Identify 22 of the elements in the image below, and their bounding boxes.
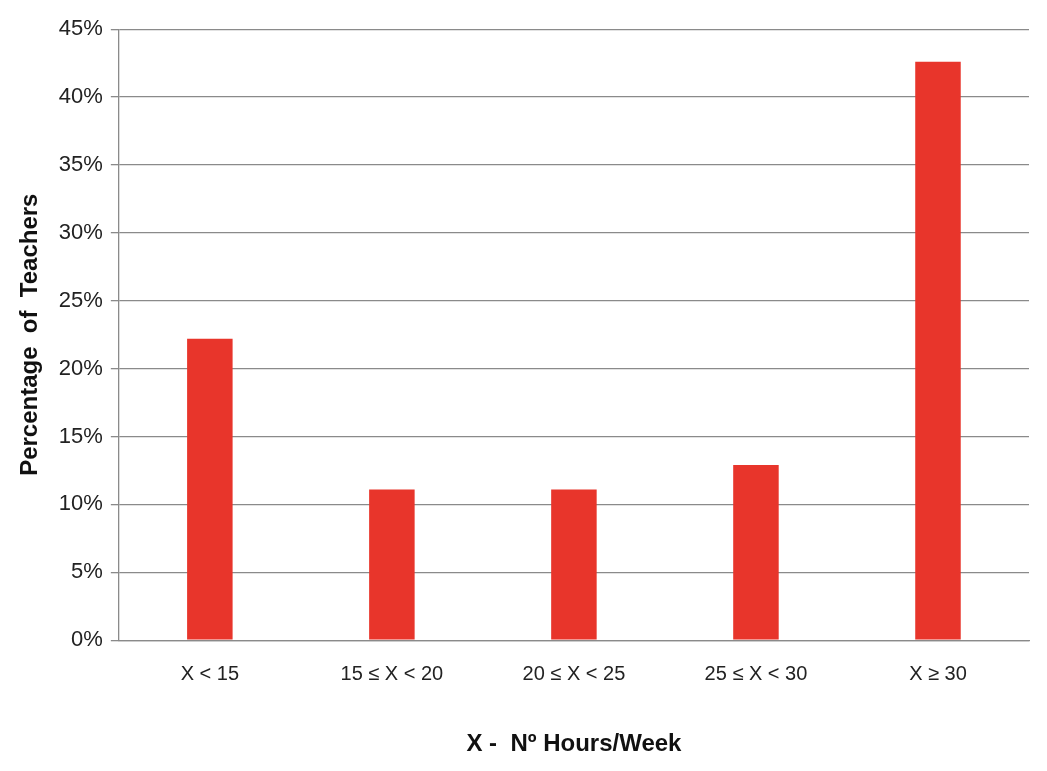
y-tick-label: 30% (58, 218, 103, 244)
y-tick-label: 5% (71, 558, 103, 584)
y-axis-title: Percentage of Teachers (15, 193, 43, 476)
x-tick-label: X ≥ 30 (909, 661, 967, 684)
y-tick-label: 10% (58, 490, 103, 516)
bar (369, 489, 415, 640)
bar (187, 338, 233, 640)
x-tick-label: 20 ≤ X < 25 (522, 661, 626, 684)
y-tick-label: 40% (58, 83, 103, 109)
y-tick-label: 15% (58, 422, 103, 448)
x-tick-label: X < 15 (180, 661, 240, 684)
y-tick-label: 0% (71, 626, 103, 652)
bar (915, 61, 961, 640)
y-tick-label: 35% (58, 151, 103, 177)
x-tick-label: 15 ≤ X < 20 (340, 661, 444, 684)
bar (733, 465, 779, 640)
y-tick-label: 20% (58, 354, 103, 380)
bar (551, 489, 597, 640)
y-tick-label: 45% (58, 15, 103, 41)
x-axis-title: X - Nº Hours/Week (466, 729, 683, 757)
y-tick-label: 25% (58, 286, 103, 312)
x-tick-label: 25 ≤ X < 30 (704, 661, 808, 684)
